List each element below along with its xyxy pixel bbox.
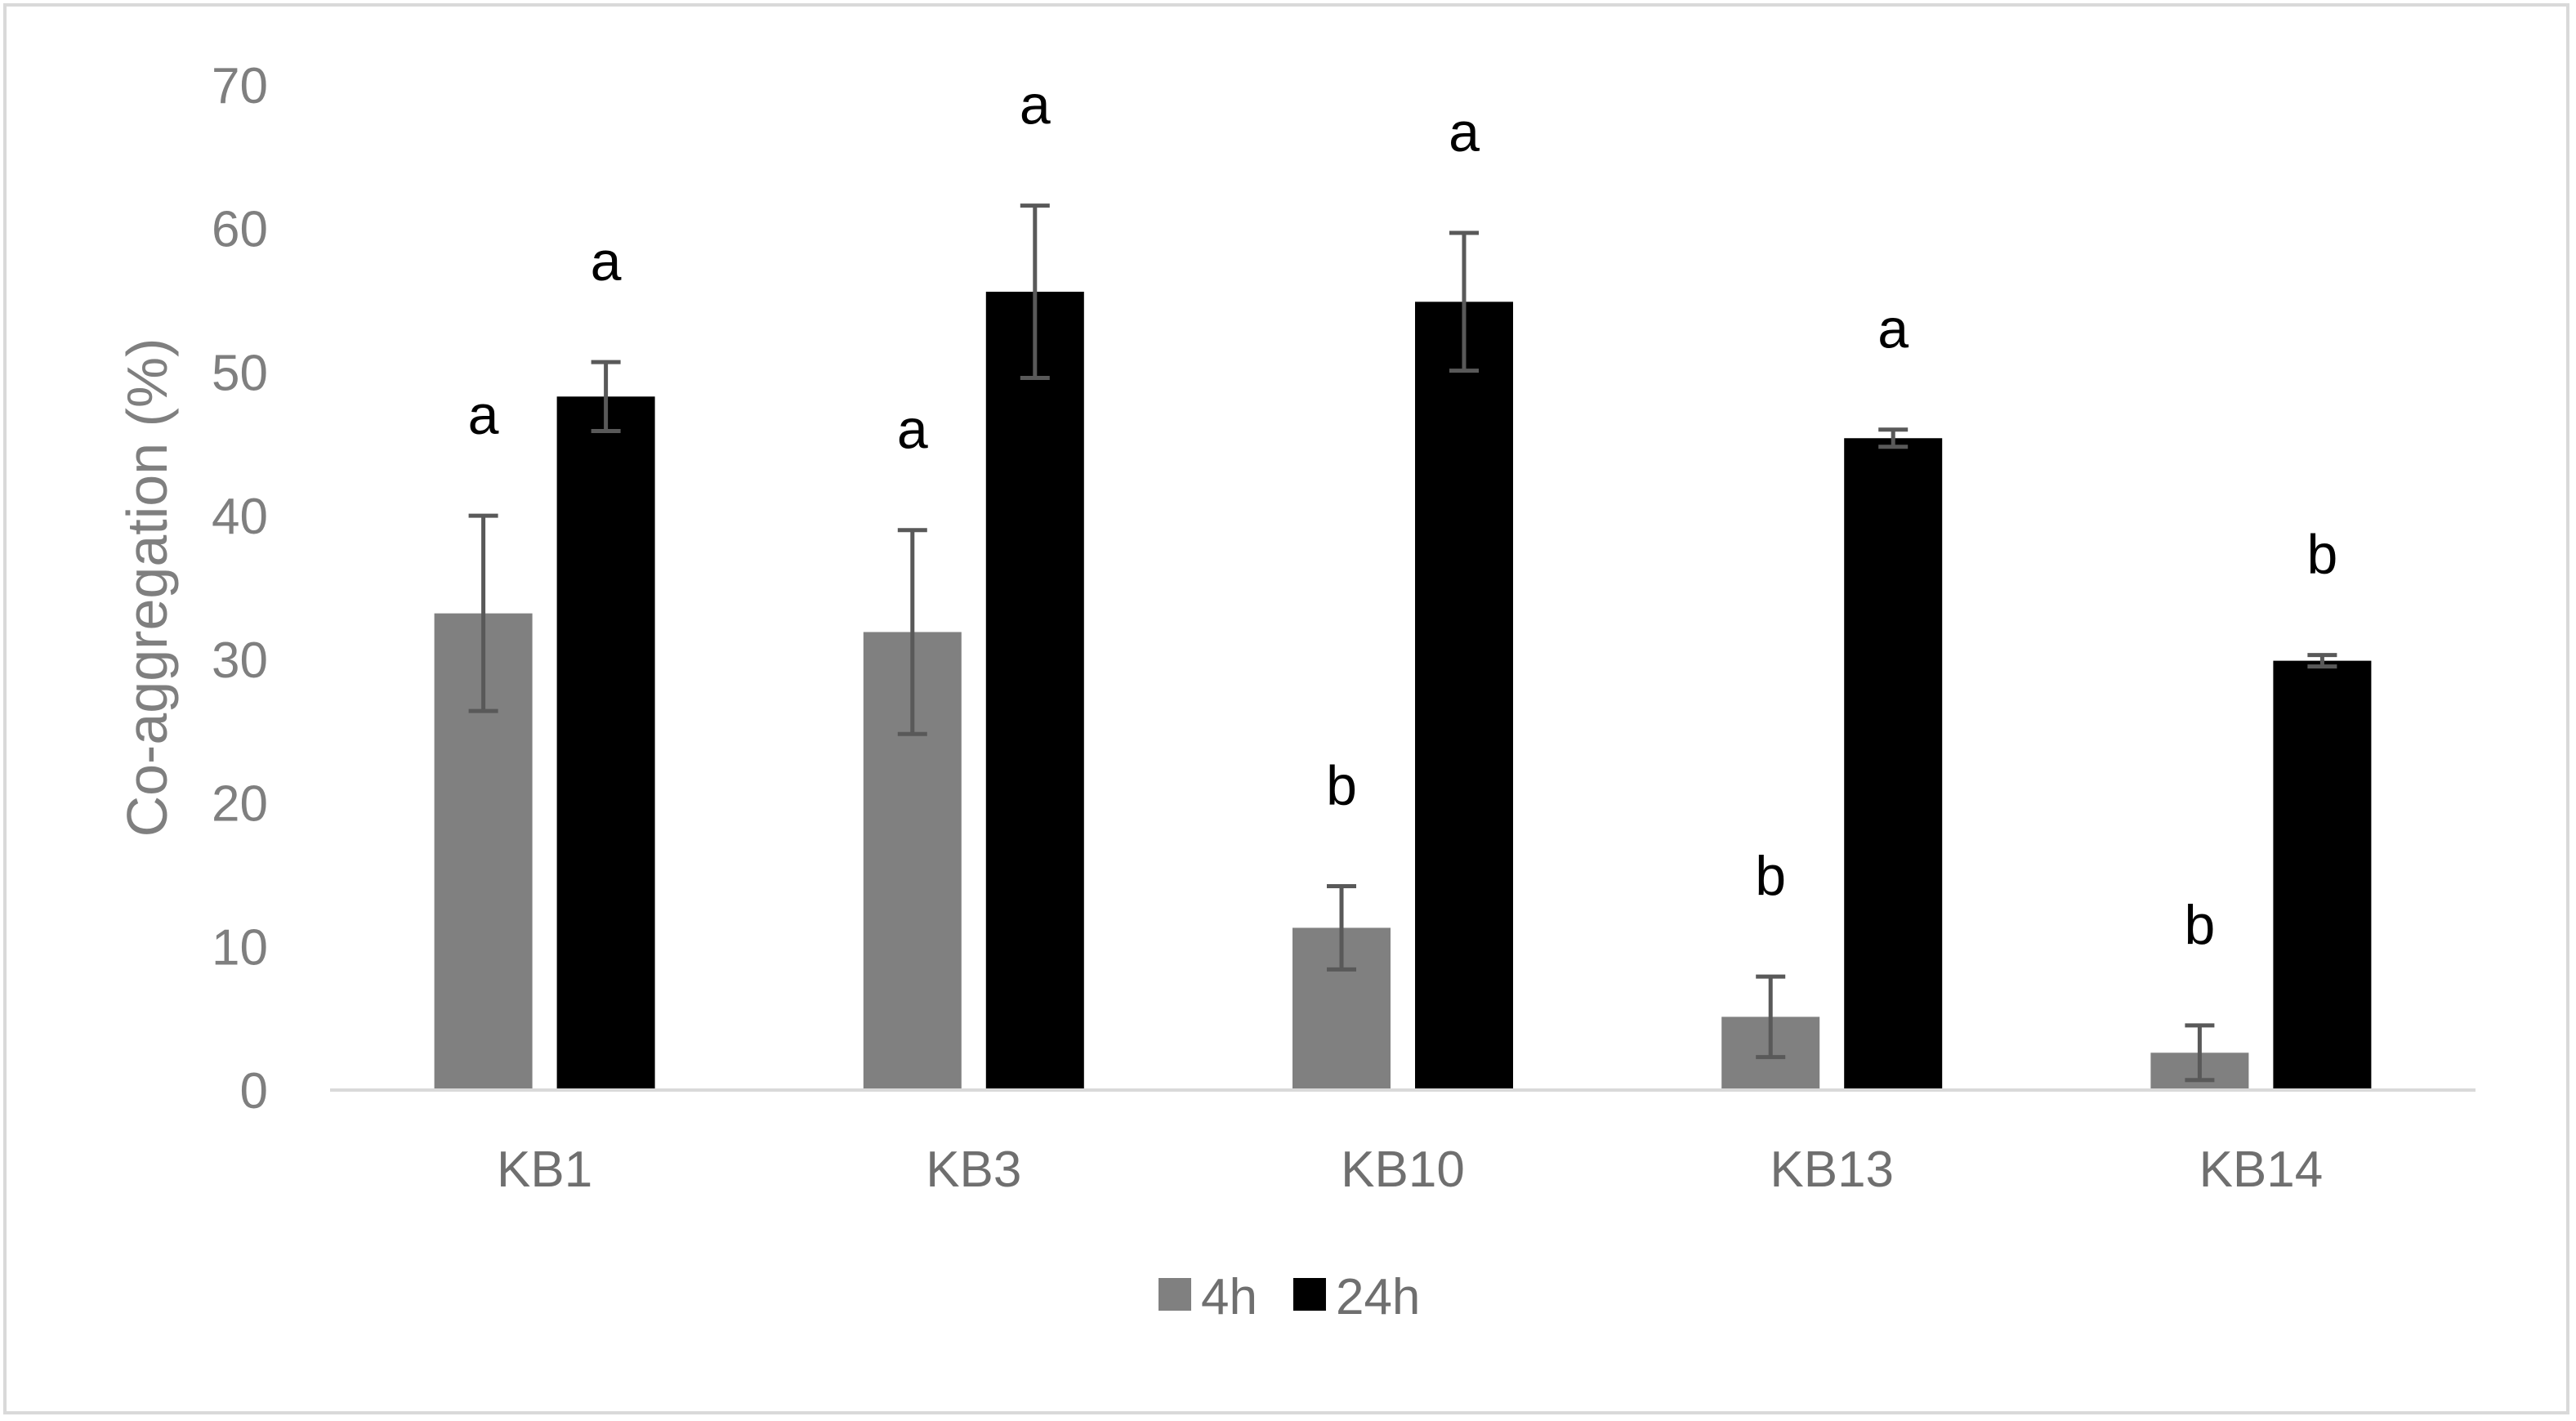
legend: 4h 24h	[1159, 1269, 1420, 1325]
x-category-label: KB1	[497, 1142, 592, 1198]
y-tick-label: 0	[240, 1063, 268, 1119]
x-axis-categories: KB1 KB3 KB10 KB13 KB14	[497, 1142, 2323, 1198]
y-tick-label: 50	[212, 345, 268, 401]
x-category-label: KB13	[1770, 1142, 1894, 1198]
bars: a a a a b a b a b b	[434, 74, 2372, 1090]
x-category-label: KB3	[926, 1142, 1021, 1198]
x-category-label: KB14	[2199, 1142, 2324, 1198]
significance-letter-4h-KB10: b	[1326, 754, 1357, 816]
legend-swatch-4h	[1159, 1278, 1191, 1311]
y-tick-label: 10	[212, 919, 268, 976]
y-tick-label: 30	[212, 632, 268, 689]
significance-letter-24h-KB14: b	[2306, 524, 2337, 586]
y-axis-title: Co-aggregation (%)	[115, 338, 179, 838]
significance-letter-24h-KB13: a	[1877, 298, 1909, 360]
bar-24h-KB14	[2273, 660, 2372, 1090]
significance-letter-24h-KB1: a	[591, 230, 622, 293]
legend-label-24h: 24h	[1336, 1269, 1420, 1325]
co-aggregation-chart: 0 10 20 30 40 50 60 70 Co-aggregation (%) a a a a b…	[115, 58, 2476, 1325]
legend-swatch-24h	[1292, 1278, 1326, 1311]
bar-24h-KB1	[556, 396, 655, 1090]
chart-frame: 0 10 20 30 40 50 60 70 Co-aggregation (%) a a a a b…	[3, 3, 2569, 1414]
significance-letter-4h-KB3: a	[897, 399, 928, 461]
bar-24h-KB3	[985, 292, 1084, 1090]
y-tick-label: 60	[212, 202, 268, 258]
bar-24h-KB10	[1415, 302, 1513, 1090]
y-axis-ticks: 0 10 20 30 40 50 60 70	[212, 58, 268, 1119]
x-category-label: KB10	[1341, 1142, 1465, 1198]
significance-letter-4h-KB13: b	[1755, 845, 1786, 907]
significance-letter-4h-KB1: a	[468, 384, 499, 446]
y-tick-label: 70	[212, 58, 268, 114]
legend-label-4h: 4h	[1201, 1269, 1257, 1325]
significance-letter-24h-KB3: a	[1020, 74, 1051, 136]
bar-24h-KB13	[1844, 438, 1943, 1090]
significance-letter-4h-KB14: b	[2184, 894, 2215, 956]
y-tick-label: 20	[212, 776, 268, 833]
significance-letter-24h-KB10: a	[1449, 101, 1480, 163]
y-tick-label: 40	[212, 489, 268, 545]
